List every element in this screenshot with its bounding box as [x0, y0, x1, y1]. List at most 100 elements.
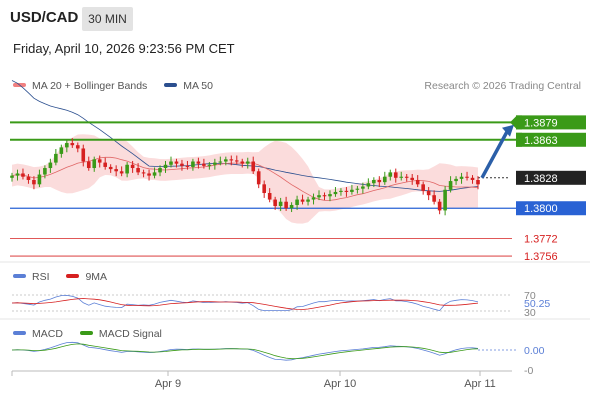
legend-swatch — [13, 331, 26, 336]
candle-body — [361, 186, 365, 189]
legend-label: MA 50 — [183, 80, 213, 92]
candle-body — [86, 161, 91, 169]
macd-signal-line — [11, 343, 479, 360]
legend-item-ma50: MA 50 — [164, 80, 213, 92]
candle-body — [147, 173, 151, 176]
macd-line — [11, 341, 479, 361]
rsi-legend: RSI 9MA — [13, 271, 121, 283]
candle-body — [306, 199, 310, 202]
candle-body — [114, 169, 118, 172]
level-tag-pointer — [510, 115, 517, 130]
candle-body — [317, 195, 321, 198]
candle-body — [70, 143, 75, 146]
candle-body — [234, 160, 239, 162]
candle-body — [372, 179, 376, 184]
candle-body — [388, 172, 393, 177]
candle-body — [125, 164, 129, 174]
candle-body — [300, 199, 305, 202]
level-tag-3 — [516, 201, 586, 216]
candle-body — [103, 162, 107, 167]
candle-body — [196, 161, 201, 164]
candle-body — [443, 189, 447, 211]
level-label-4: 1.3772 — [524, 234, 558, 246]
candle-body — [245, 161, 250, 164]
forecast-arrow-head — [502, 124, 514, 137]
candle-body — [174, 161, 179, 164]
candle-body — [10, 175, 14, 178]
candle-body — [350, 189, 354, 192]
candle-body — [141, 172, 146, 174]
candle-body — [43, 168, 47, 175]
candle-body — [465, 176, 469, 178]
candle-body — [311, 197, 316, 200]
credit-label: Research © 2026 Trading Central — [424, 80, 581, 92]
level-label-1: 1.3863 — [524, 135, 558, 147]
candle-body — [328, 194, 332, 197]
x-tick-label: Apr 10 — [324, 378, 356, 390]
candle-body — [432, 195, 436, 202]
rsi-tick-30: 30 — [524, 307, 536, 319]
candle-body — [256, 171, 261, 185]
rsi-last-value: 50.25 — [524, 298, 550, 310]
rsi-line — [11, 294, 479, 312]
candle-body — [454, 178, 458, 182]
candle-body — [37, 174, 42, 185]
candle-body — [229, 159, 234, 161]
forecast-arrow-shaft — [480, 130, 509, 179]
candle-body — [426, 190, 431, 196]
main-legend: MA 20 + Bollinger Bands MA 50 — [13, 80, 227, 92]
candle-body — [207, 164, 212, 166]
candle-body — [355, 188, 360, 190]
candle-body — [339, 190, 343, 192]
candle-body — [136, 168, 140, 173]
level-tag-2 — [516, 170, 586, 185]
candle-body — [344, 190, 349, 192]
level-label-2: 1.3828 — [524, 173, 558, 185]
legend-swatch — [164, 83, 178, 88]
candle-body — [399, 176, 404, 178]
macd-last-value: 0.00 — [524, 345, 545, 357]
candle-body — [65, 143, 69, 148]
candle-body — [185, 165, 190, 167]
timeframe-button[interactable]: 30 MIN — [82, 7, 133, 31]
legend-swatch — [13, 274, 26, 279]
candle-body — [152, 172, 157, 176]
legend-swatch — [79, 331, 93, 336]
candle-body — [75, 145, 80, 149]
candle-body — [21, 173, 25, 177]
candle-body — [383, 176, 387, 183]
level-tag-1 — [516, 132, 586, 147]
candle-body — [54, 153, 58, 163]
x-tick-label: Apr 9 — [155, 378, 181, 390]
candle-body — [273, 199, 277, 207]
candle-body — [108, 166, 113, 170]
candle-body — [366, 183, 371, 187]
candle-body — [476, 179, 480, 185]
candle-body — [284, 201, 288, 209]
candle-body — [92, 159, 97, 169]
legend-item-macd: MACD — [13, 328, 63, 340]
candle-body — [169, 161, 173, 165]
legend-label: MACD Signal — [98, 328, 162, 340]
candle-body — [15, 173, 20, 176]
macd-legend: MACD MACD Signal — [13, 328, 176, 340]
candle-body — [119, 171, 124, 174]
candle-body — [59, 147, 64, 154]
candle-body — [224, 159, 228, 162]
candle-body — [437, 201, 442, 211]
candle-body — [393, 172, 398, 178]
candle-body — [213, 162, 217, 165]
candle-body — [333, 191, 338, 195]
candle-body — [421, 184, 425, 191]
candle-body — [377, 179, 382, 183]
candle-body — [191, 161, 195, 167]
candle-body — [262, 184, 266, 194]
bollinger-band — [12, 134, 478, 224]
x-tick-label: Apr 11 — [464, 378, 496, 390]
legend-label: MA 20 + Bollinger Bands — [32, 80, 148, 92]
level-label-3: 1.3800 — [524, 203, 558, 215]
level-label-5: 1.3756 — [524, 251, 558, 263]
candle-body — [202, 163, 206, 166]
candle-body — [278, 201, 283, 207]
